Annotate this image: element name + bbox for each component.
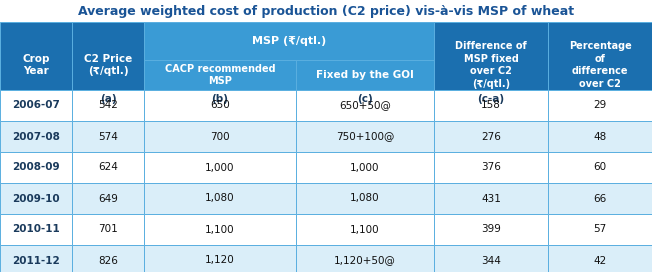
Text: 2010-11: 2010-11 (12, 224, 60, 234)
Bar (548, 90, 652, 121)
Text: (a): (a) (100, 94, 116, 104)
Text: 649: 649 (98, 193, 118, 203)
Bar (434, 183, 548, 214)
Text: 1,080: 1,080 (350, 193, 380, 203)
Bar (434, 214, 548, 245)
Text: Average weighted cost of production (C2 price) vis-à-vis MSP of wheat: Average weighted cost of production (C2 … (78, 5, 574, 17)
Bar (296, 214, 434, 245)
Bar (72, 245, 144, 272)
Text: 700: 700 (210, 131, 230, 141)
Text: 2006-07: 2006-07 (12, 100, 60, 110)
Bar (72, 90, 144, 121)
Text: (b): (b) (211, 94, 228, 104)
Bar (144, 152, 296, 183)
Text: (c-a): (c-a) (477, 94, 505, 104)
Text: 42: 42 (593, 255, 606, 265)
Bar (434, 152, 548, 183)
Bar (296, 60, 434, 90)
Bar (548, 22, 652, 108)
Bar (144, 183, 296, 214)
Text: 48: 48 (593, 131, 606, 141)
Text: 2007-08: 2007-08 (12, 131, 60, 141)
Bar (144, 90, 296, 108)
Text: Crop
Year: Crop Year (22, 54, 50, 76)
Bar (296, 90, 434, 108)
Text: 624: 624 (98, 162, 118, 172)
Bar (296, 183, 434, 214)
Text: 1,100: 1,100 (350, 224, 380, 234)
Bar (434, 90, 548, 108)
Bar (144, 60, 296, 90)
Bar (0, 22, 72, 108)
Text: 1,080: 1,080 (205, 193, 235, 203)
Bar (434, 22, 548, 108)
Text: 399: 399 (481, 224, 501, 234)
Text: 431: 431 (481, 193, 501, 203)
Bar (0, 121, 72, 152)
Text: 376: 376 (481, 162, 501, 172)
Bar (434, 245, 548, 272)
Text: 650: 650 (210, 100, 230, 110)
Bar (72, 183, 144, 214)
Text: Difference of
MSP fixed
over C2
(₹/qtl.): Difference of MSP fixed over C2 (₹/qtl.) (455, 41, 527, 89)
Bar (548, 121, 652, 152)
Text: 158: 158 (481, 100, 501, 110)
Bar (144, 90, 296, 121)
Bar (144, 121, 296, 152)
Bar (434, 121, 548, 152)
Text: 1,100: 1,100 (205, 224, 235, 234)
Text: 826: 826 (98, 255, 118, 265)
Text: 60: 60 (593, 162, 606, 172)
Text: 57: 57 (593, 224, 606, 234)
Bar (72, 152, 144, 183)
Text: 2011-12: 2011-12 (12, 255, 60, 265)
Text: 574: 574 (98, 131, 118, 141)
Bar (0, 152, 72, 183)
Text: 344: 344 (481, 255, 501, 265)
Text: C2 Price
(₹/qtl.): C2 Price (₹/qtl.) (84, 54, 132, 76)
Bar (548, 214, 652, 245)
Bar (296, 121, 434, 152)
Text: Percentage
of
difference
over C2: Percentage of difference over C2 (569, 41, 631, 89)
Bar (0, 90, 72, 108)
Text: 650+50@: 650+50@ (339, 100, 391, 110)
Text: (c): (c) (357, 94, 373, 104)
Bar (72, 214, 144, 245)
Text: CACP recommended
MSP: CACP recommended MSP (165, 64, 275, 86)
Bar (144, 214, 296, 245)
Bar (144, 245, 296, 272)
Text: 1,120: 1,120 (205, 255, 235, 265)
Text: MSP (₹/qtl.): MSP (₹/qtl.) (252, 36, 326, 46)
Text: 29: 29 (593, 100, 606, 110)
Bar (72, 121, 144, 152)
Text: 701: 701 (98, 224, 118, 234)
Bar (548, 183, 652, 214)
Text: 2008-09: 2008-09 (12, 162, 60, 172)
Text: 66: 66 (593, 193, 606, 203)
Bar (296, 152, 434, 183)
Bar (72, 90, 144, 108)
Bar (0, 214, 72, 245)
Text: 276: 276 (481, 131, 501, 141)
Bar (0, 245, 72, 272)
Text: 750+100@: 750+100@ (336, 131, 394, 141)
Bar (0, 183, 72, 214)
Text: 1,000: 1,000 (205, 162, 235, 172)
Bar (296, 90, 434, 121)
Text: 542: 542 (98, 100, 118, 110)
Bar (548, 245, 652, 272)
Bar (434, 90, 548, 121)
Text: 1,000: 1,000 (350, 162, 379, 172)
Bar (296, 245, 434, 272)
Bar (144, 22, 434, 60)
Bar (548, 152, 652, 183)
Bar (548, 90, 652, 108)
Text: 1,120+50@: 1,120+50@ (334, 255, 396, 265)
Text: Fixed by the GOI: Fixed by the GOI (316, 70, 414, 80)
Text: 2009-10: 2009-10 (12, 193, 60, 203)
Bar (72, 22, 144, 108)
Bar (0, 90, 72, 121)
